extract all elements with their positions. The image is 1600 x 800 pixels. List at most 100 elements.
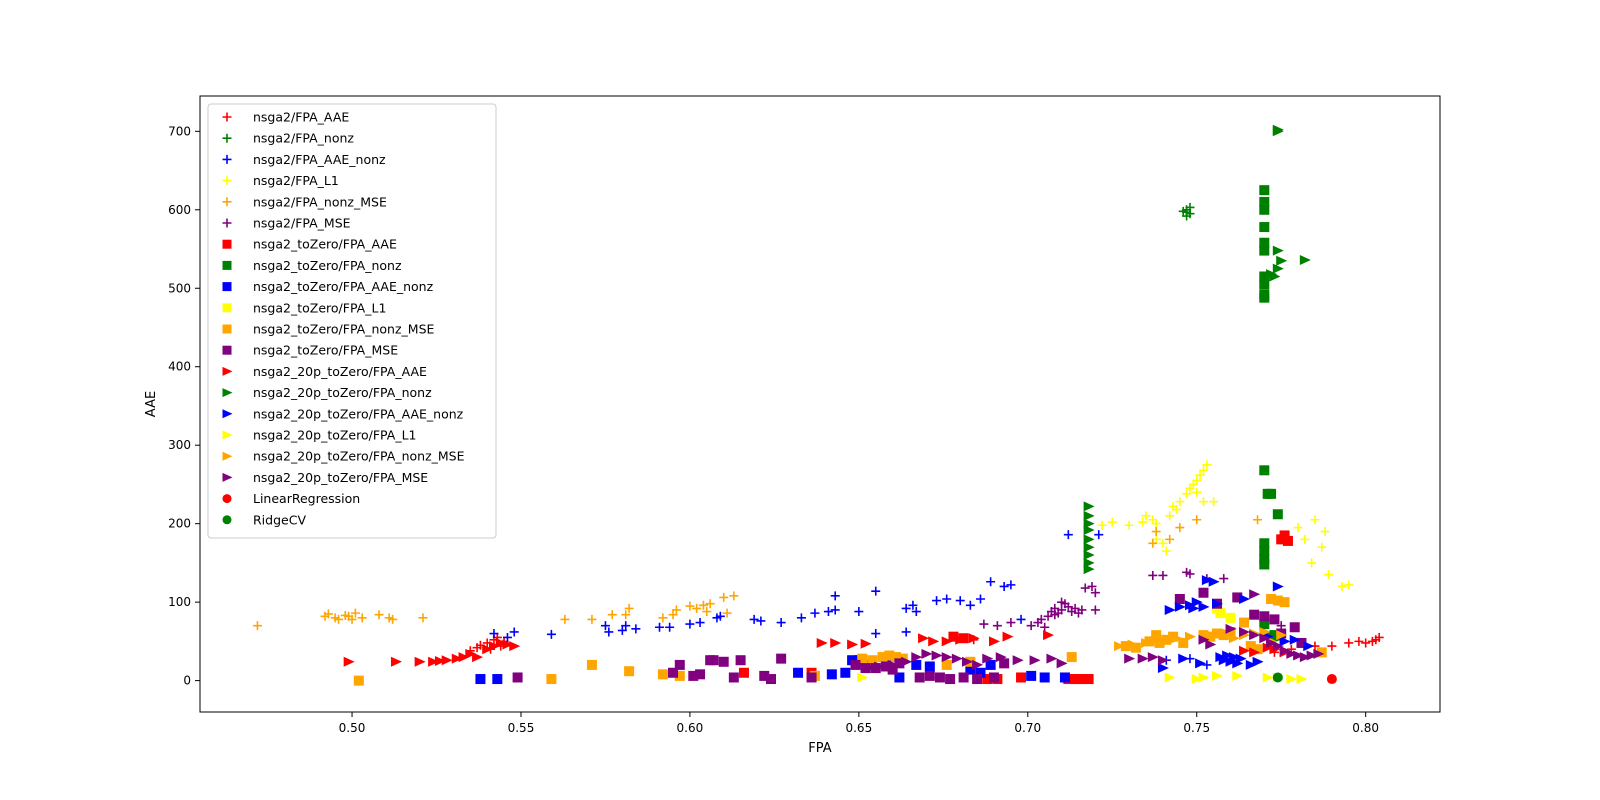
data-point [657,669,668,680]
legend-marker [222,303,232,313]
data-point [1249,630,1261,641]
data-point [658,613,668,623]
data-point [1175,497,1185,507]
legend-label: nsga2_20p_toZero/FPA_nonz [253,385,432,400]
data-point [343,656,355,667]
data-point [1026,670,1037,681]
data-point [428,656,440,667]
data-point [735,655,746,666]
data-point [840,667,851,678]
data-point [1293,650,1305,661]
data-point [1266,637,1278,648]
series-17 [860,589,1325,674]
data-point [1296,674,1308,685]
data-point [1158,538,1168,548]
data-point [1232,670,1244,681]
legend-marker [222,197,232,207]
data-point [989,636,1001,647]
data-point [665,622,675,632]
data-point [1174,601,1186,612]
data-point [1239,617,1250,628]
data-point [1259,237,1270,248]
legend-label: nsga2_20p_toZero/FPA_AAE [253,364,427,379]
data-point [1006,618,1016,628]
data-point [357,613,367,623]
data-point [1057,597,1067,607]
data-point [1198,587,1209,598]
data-point [874,661,886,672]
legend-marker [222,345,232,355]
data-point [1316,647,1327,658]
data-point [756,616,766,626]
data-point [1326,674,1337,685]
data-point [1192,476,1202,486]
data-point [1272,126,1284,137]
data-point [891,652,902,663]
data-point [1299,255,1311,266]
legend-label: nsga2_20p_toZero/FPA_L1 [253,428,417,443]
data-point [617,625,627,635]
y-axis-label: AAE [144,391,159,417]
data-point [793,667,804,678]
legend-label: nsga2/FPA_MSE [253,216,351,231]
legend-label: nsga2_toZero/FPA_AAE_nonz [253,279,434,294]
data-point [921,648,933,659]
data-point [901,627,911,637]
data-point [948,631,959,642]
legend-item: nsga2_toZero/FPA_AAE [222,237,397,252]
legend-marker [222,282,232,292]
legend-label: nsga2_20p_toZero/FPA_nonz_MSE [253,449,465,464]
data-point [738,667,749,678]
data-point [1087,581,1097,591]
data-point [830,637,842,648]
data-point [1201,575,1213,586]
data-point [1225,623,1237,634]
data-point [1029,655,1041,666]
data-point [1259,222,1270,233]
x-tick-label: 0.70 [1014,721,1041,735]
data-point [1184,631,1196,642]
data-point [1066,652,1077,663]
data-point [1002,631,1014,642]
data-point [1138,517,1148,527]
data-point [1344,580,1354,590]
data-point [668,667,679,678]
data-point [1174,594,1185,605]
series-2 [489,530,1212,670]
data-point [860,663,872,674]
data-point [989,672,1000,683]
data-point [475,674,486,685]
series-12 [343,630,1291,667]
data-point [1083,542,1095,553]
data-point [918,633,930,644]
data-point [472,652,484,663]
data-point [759,670,770,681]
data-point [1276,255,1288,266]
data-point [1269,614,1280,625]
data-point [1016,614,1026,624]
data-point [1289,634,1301,645]
data-point [323,609,333,619]
data-point [1164,672,1176,683]
series-18 [1326,674,1337,685]
data-point [1259,185,1270,196]
data-point [776,653,787,664]
data-point [489,629,499,639]
legend-label: nsga2_toZero/FPA_nonz [253,258,402,273]
data-point [1039,672,1050,683]
data-point [1165,511,1175,521]
data-point [1165,534,1175,544]
legend-marker [222,324,232,334]
data-point [1272,641,1284,652]
data-point [1282,535,1293,546]
y-tick-label: 600 [168,203,191,217]
data-point [1215,608,1226,619]
legend-item: nsga2_toZero/FPA_nonz_MSE [222,322,435,337]
data-point [955,596,965,606]
data-point [1208,631,1220,642]
x-tick-label: 0.55 [508,721,535,735]
data-point [668,610,678,620]
data-point [728,672,739,683]
data-point [823,607,833,617]
